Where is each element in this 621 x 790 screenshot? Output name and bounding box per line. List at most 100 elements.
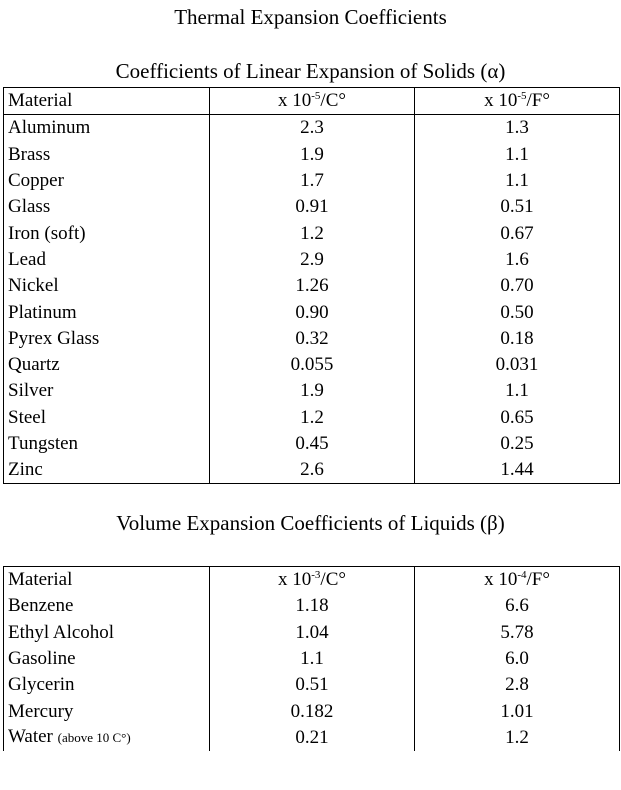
celsius-value-cell: 0.21	[209, 724, 415, 752]
table-row: Platinum 0.90 0.50	[3, 299, 620, 326]
fahrenheit-value-cell: 0.51	[414, 194, 620, 221]
material-name: Pyrex Glass	[8, 327, 100, 349]
material-cell: Iron (soft)	[3, 220, 210, 247]
fahrenheit-value-cell: 6.0	[414, 645, 620, 673]
material-cell: Nickel	[3, 273, 210, 300]
table-row: Pyrex Glass 0.32 0.18	[3, 325, 620, 352]
material-cell: Pyrex Glass	[3, 325, 210, 352]
material-name: Tungsten	[8, 433, 79, 454]
material-cell: Aluminum	[3, 114, 210, 142]
fahrenheit-value-cell: 0.25	[414, 430, 620, 458]
material-cell: Glycerin	[3, 672, 210, 699]
celsius-value-cell: 2.9	[209, 246, 415, 274]
celsius-value-cell: 1.9	[209, 141, 415, 168]
material-name: Mercury	[8, 700, 74, 722]
table-row: Benzene 1.18 6.6	[3, 593, 620, 620]
celsius-value-cell: 1.7	[209, 167, 415, 195]
material-name: Ethyl Alcohol	[8, 621, 115, 643]
fahrenheit-value-cell: 0.65	[414, 404, 620, 431]
fahrenheit-value-cell: 1.1	[414, 141, 620, 168]
table-row: Lead 2.9 1.6	[3, 246, 620, 274]
fahrenheit-value-cell: 0.50	[414, 299, 620, 326]
celsius-value-cell: 2.6	[209, 457, 415, 485]
table-row: Water (above 10 C°) 0.21 1.2	[3, 724, 620, 752]
material-cell: Mercury	[3, 698, 210, 725]
material-header: Material	[3, 566, 210, 594]
fahrenheit-value-cell: 0.18	[414, 325, 620, 352]
table-row: Zinc 2.6 1.44	[3, 457, 620, 485]
linear-expansion-table: Material x 10-5/C° x 10-5/F° Aluminum 2.3…	[3, 86, 620, 485]
material-cell: Gasoline	[3, 645, 210, 673]
celsius-value-cell: 0.055	[209, 351, 415, 379]
material-header: Material	[3, 86, 210, 115]
table-row: Tungsten 0.45 0.25	[3, 430, 620, 458]
celsius-value-cell: 1.1	[209, 645, 415, 673]
material-name: Quartz	[8, 354, 60, 376]
table-row: Gasoline 1.1 6.0	[3, 645, 620, 673]
table-row: Ethyl Alcohol 1.04 5.78	[3, 619, 620, 646]
table-row: Silver 1.9 1.1	[3, 378, 620, 405]
celsius-value-cell: 1.26	[209, 273, 415, 300]
celsius-value-cell: 2.3	[209, 114, 415, 142]
material-name: Steel	[8, 406, 46, 428]
material-cell: Glass	[3, 194, 210, 221]
celsius-value-cell: 1.18	[209, 593, 415, 620]
material-cell: Water (above 10 C°)	[3, 724, 210, 752]
material-name: Zinc	[8, 459, 43, 481]
volume-expansion-table: Material x 10-3/C° x 10-4/F° Benzene 1.18…	[3, 566, 620, 752]
material-cell: Brass	[3, 141, 210, 168]
material-cell: Tungsten	[3, 430, 210, 458]
material-cell: Platinum	[3, 299, 210, 326]
table-row: Copper 1.7 1.1	[3, 167, 620, 195]
material-cell: Copper	[3, 167, 210, 195]
celsius-value-cell: 0.51	[209, 672, 415, 699]
table-row: Steel 1.2 0.65	[3, 404, 620, 431]
table-row: Brass 1.9 1.1	[3, 141, 620, 168]
material-note: (above 10 C°)	[57, 730, 131, 746]
material-name: Iron (soft)	[8, 222, 86, 244]
material-cell: Silver	[3, 378, 210, 405]
celsius-value-cell: 1.9	[209, 378, 415, 405]
fahrenheit-value-cell: 1.6	[414, 246, 620, 274]
table-row: Iron (soft) 1.2 0.67	[3, 220, 620, 247]
table-row: Glycerin 0.51 2.8	[3, 672, 620, 699]
material-name: Gasoline	[8, 648, 76, 670]
celsius-value-cell: 1.04	[209, 619, 415, 646]
material-cell: Ethyl Alcohol	[3, 619, 210, 646]
table-row: Mercury 0.182 1.01	[3, 698, 620, 725]
material-name: Water	[8, 726, 53, 748]
celsius-value-cell: 1.2	[209, 220, 415, 247]
solids-section-title: Coefficients of Linear Expansion of Soli…	[115, 59, 506, 83]
celsius-unit-header: x 10-3/C°	[209, 566, 415, 594]
fahrenheit-value-cell: 5.78	[414, 619, 620, 646]
celsius-value-cell: 0.32	[209, 325, 415, 352]
celsius-value-cell: 0.90	[209, 299, 415, 326]
material-name: Nickel	[8, 275, 59, 297]
material-name: Brass	[8, 143, 51, 165]
table-row: Quartz 0.055 0.031	[3, 351, 620, 379]
material-cell: Lead	[3, 246, 210, 274]
page-title: Thermal Expansion Coefficients	[174, 5, 447, 29]
material-name: Platinum	[8, 301, 77, 323]
material-name: Benzene	[8, 595, 74, 617]
table-header-row: Material x 10-5/C° x 10-5/F°	[3, 86, 620, 115]
fahrenheit-value-cell: 1.01	[414, 698, 620, 725]
fahrenheit-value-cell: 1.44	[414, 457, 620, 485]
fahrenheit-value-cell: 2.8	[414, 672, 620, 699]
fahrenheit-value-cell: 1.2	[414, 724, 620, 752]
fahrenheit-value-cell: 1.1	[414, 378, 620, 405]
table-row: Nickel 1.26 0.70	[3, 273, 620, 300]
table-row: Aluminum 2.3 1.3	[3, 114, 620, 142]
fahrenheit-unit-header: x 10-5/F°	[414, 86, 620, 115]
celsius-value-cell: 0.182	[209, 698, 415, 725]
table-header-row: Material x 10-3/C° x 10-4/F°	[3, 566, 620, 594]
material-cell: Steel	[3, 404, 210, 431]
fahrenheit-unit-header: x 10-4/F°	[414, 566, 620, 594]
liquids-section-title: Volume Expansion Coefficients of Liquids…	[116, 511, 505, 535]
celsius-value-cell: 0.45	[209, 430, 415, 458]
material-name: Lead	[8, 248, 46, 270]
celsius-value-cell: 0.91	[209, 194, 415, 221]
material-name: Glycerin	[8, 674, 75, 696]
material-name: Copper	[8, 170, 64, 192]
material-cell: Benzene	[3, 593, 210, 620]
